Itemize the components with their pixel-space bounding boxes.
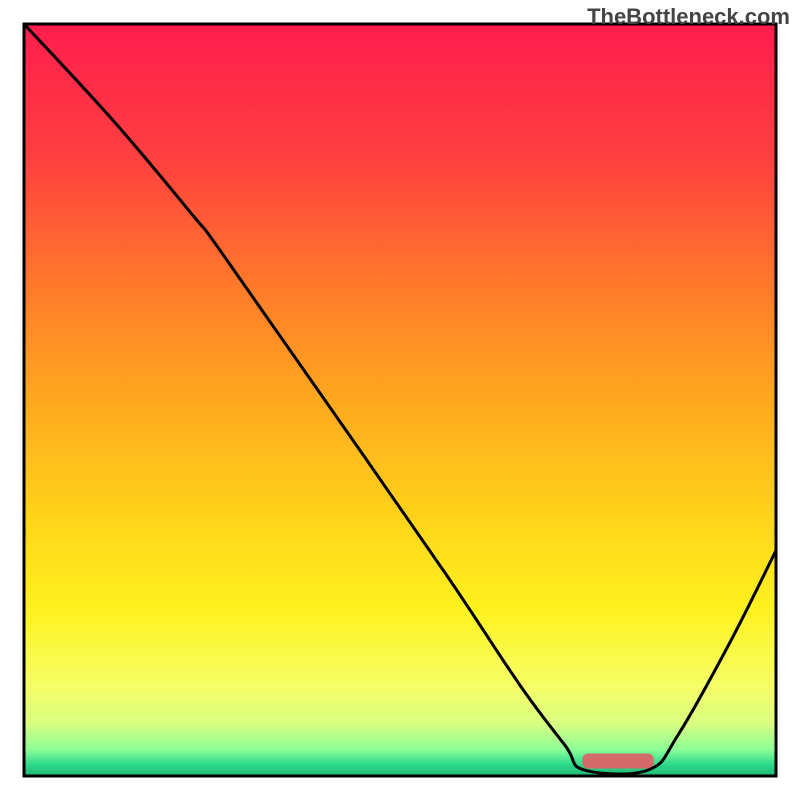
bottleneck-chart bbox=[0, 0, 800, 800]
watermark-text: TheBottleneck.com bbox=[587, 4, 790, 30]
chart-container: TheBottleneck.com bbox=[0, 0, 800, 800]
gradient-background bbox=[24, 24, 776, 776]
optimal-zone-marker bbox=[582, 753, 653, 768]
